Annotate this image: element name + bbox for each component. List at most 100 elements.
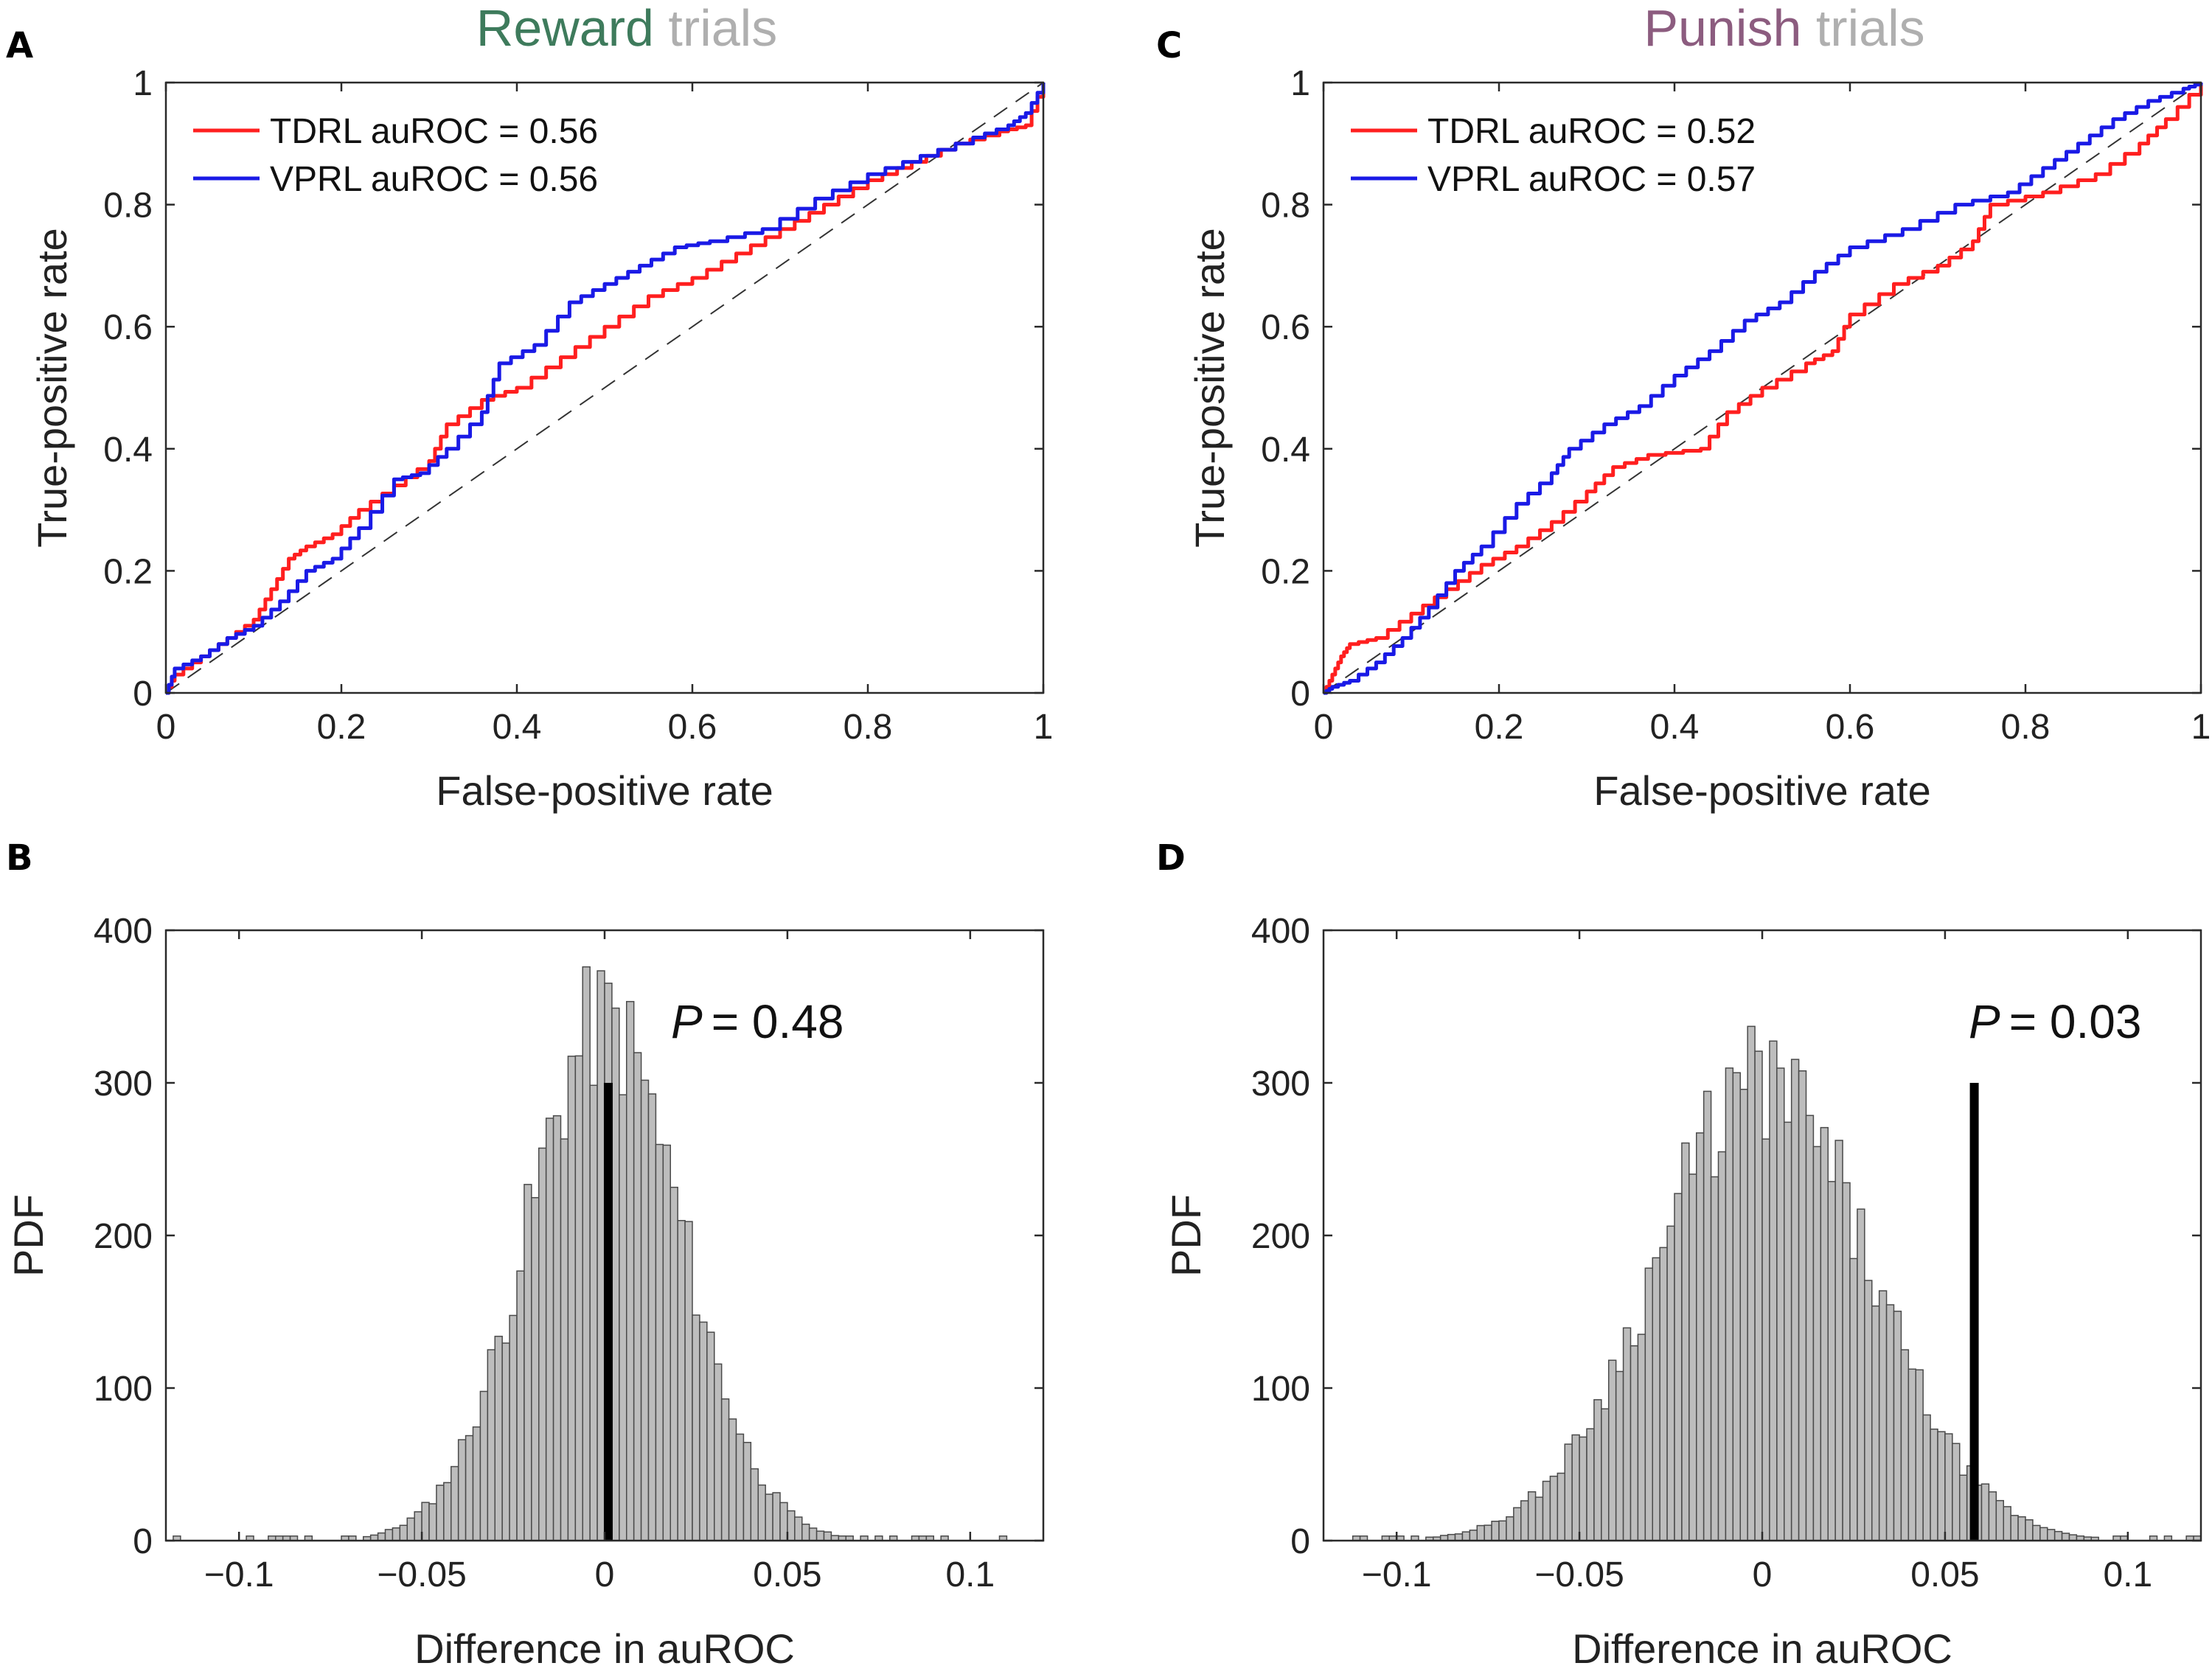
histogram-bar [1506,1516,1514,1541]
histogram-bar [1476,1524,1485,1541]
histogram-bar [392,1527,401,1541]
y-tick-label: 0.6 [103,308,153,347]
histogram-bar [1717,1151,1727,1541]
histogram-bar [1520,1500,1529,1541]
histogram-bar [699,1321,708,1541]
histogram-bar [1527,1491,1537,1541]
y-tick-label: 0.6 [1261,308,1310,347]
observed-difference-bar [1969,1083,1979,1541]
histogram-bar [1959,1474,1968,1541]
title-reward-word: Reward [476,0,654,57]
chance-diagonal [165,82,1044,694]
histogram-bar [1820,1126,1829,1541]
histogram-bar [1907,1368,1916,1541]
histogram-bar [472,1426,481,1541]
histogram-bar [524,1184,532,1541]
histogram-bar [640,1079,650,1541]
histogram-bar [2039,1527,2048,1541]
histogram-bar [1784,1121,1792,1541]
histogram-bar [765,1493,773,1541]
histogram-bar [1593,1399,1602,1541]
title-trials-word: trials [654,0,777,57]
histogram-bar [1980,1483,1990,1541]
x-tick-label: 0.2 [1475,708,1524,747]
histogram-bar [1696,1132,1705,1541]
histogram-bar [451,1465,459,1541]
histogram-bar [1857,1208,1865,1541]
histogram-bar [2017,1516,2026,1541]
histogram-bar [2053,1530,2063,1541]
x-axis-label: Difference in auROC [414,1625,795,1672]
histogram-bar [1769,1040,1778,1541]
axes-frame [1322,81,2202,694]
x-tick-label: −0.1 [1362,1555,1432,1594]
plot-area [165,82,1046,695]
histogram-bar [677,1220,686,1541]
histogram-bar [487,1349,495,1541]
histogram-bar [399,1524,408,1541]
histogram-bar [1579,1436,1587,1541]
x-tick-label: −0.1 [204,1555,274,1594]
histogram-bar [1739,1089,1748,1541]
x-tick-label: 0.05 [1910,1555,1979,1594]
y-tick-label: 0.4 [103,430,153,470]
histogram-bar [1812,1146,1822,1541]
y-tick-label: 0 [1290,674,1310,714]
histogram-bar [443,1482,452,1541]
plot-area [1352,1025,2202,1541]
histogram-bar [479,1390,489,1541]
histogram-bar [1930,1428,1938,1541]
legend-label-vprl: VPRL auROC = 0.56 [270,160,598,199]
histogram-bar [1534,1496,1544,1541]
histogram-bar [2025,1519,2034,1541]
histogram-bar [2061,1533,2070,1541]
histogram-bar [1498,1520,1507,1541]
histogram-bar [1484,1524,1492,1541]
histogram-bar [720,1398,730,1541]
roc-curve-tdrl [166,83,1046,695]
histogram-bar [2010,1515,2019,1541]
histogram-bar [1688,1174,1697,1541]
x-tick-label: 0.1 [945,1555,995,1594]
y-tick-label: 100 [94,1370,153,1409]
histogram-bar [494,1336,503,1541]
histogram-bar [428,1503,437,1541]
histogram-bar [1615,1370,1624,1541]
x-tick-label: 0.6 [1826,708,1875,747]
y-tick-label: 100 [1251,1370,1310,1409]
histogram-bar [597,970,605,1541]
histogram-bar [692,1314,700,1541]
histogram-bar [1885,1304,1895,1541]
p-value-text: = 0.48 [712,995,844,1048]
panel-letter-d: D [1156,837,1186,879]
y-tick-label: 0.8 [103,186,153,226]
histogram-bar [1988,1491,1997,1541]
histogram-bar [684,1221,693,1541]
histogram-bar [567,1056,577,1541]
histogram-bar [779,1502,788,1541]
legend: TDRL auROC = 0.52 VPRL auROC = 0.57 [1351,112,1756,199]
panel-a-title: Reward trials [476,0,777,57]
histogram-bar [1454,1533,1464,1541]
legend: TDRL auROC = 0.56 VPRL auROC = 0.56 [193,112,598,199]
histogram-bar [1674,1193,1683,1541]
histogram-bar [1995,1499,2004,1541]
y-tick-label: 0.8 [1261,186,1310,226]
histogram-bar [626,1000,635,1541]
x-tick-label: 0 [1314,708,1334,747]
x-tick-label: 0.2 [317,708,366,747]
y-tick-label: 300 [1251,1064,1310,1104]
histogram-bar [531,1196,540,1541]
x-tick-label: 1 [1034,708,1054,747]
y-tick-label: 0 [133,1522,153,1561]
legend-label-tdrl: TDRL auROC = 0.52 [1427,112,1756,151]
histogram-bar [1601,1408,1610,1541]
x-axis-label: Difference in auROC [1572,1625,1952,1672]
histogram-bar [619,1094,627,1541]
histogram-bar [421,1502,430,1541]
roc-curve-vprl [1324,83,2203,695]
histogram-bar [823,1531,832,1541]
histogram-bar [1776,1067,1785,1541]
histogram-bar [1937,1431,1946,1541]
histogram-bar [1608,1359,1617,1541]
